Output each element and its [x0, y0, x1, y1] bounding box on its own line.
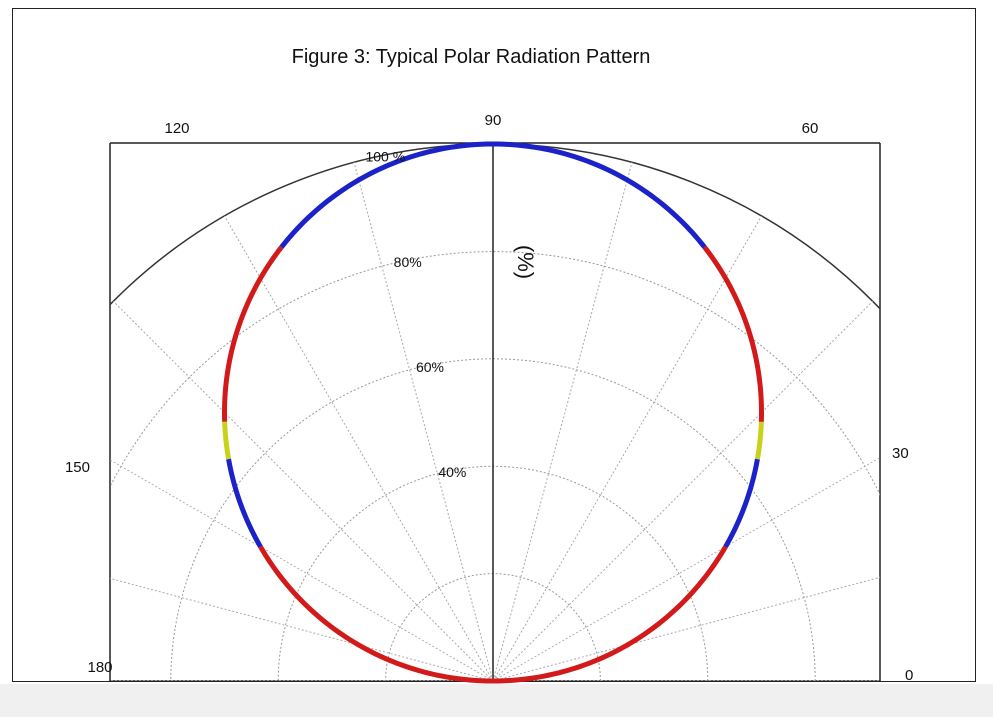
grid-spoke-135: [112, 300, 494, 681]
angle-tick-label-30: 30: [892, 445, 909, 462]
grid-spoke-15: [492, 576, 880, 681]
grid-ring-100: [110, 143, 880, 310]
angle-tick-label-90: 90: [485, 112, 502, 129]
radial-tick-label-40: 40%: [438, 464, 466, 480]
radial-tick-label-100: 100 %: [365, 149, 405, 165]
grid-spoke-60: [492, 215, 762, 681]
angle-tick-label-0: 0: [905, 667, 913, 684]
radial-tick-label-80: 80%: [394, 254, 422, 270]
angle-tick-label-180: 180: [87, 659, 112, 676]
tick-labels: 0 30 60 90 120 150 180 40% 60% 80% 100 %: [65, 112, 913, 684]
angle-tick-label-120: 120: [164, 120, 189, 137]
pattern-segment-7: [226, 458, 263, 548]
figure-frame: [12, 8, 976, 682]
pattern-segment-5: [221, 245, 284, 422]
pattern-segment-4: [279, 141, 707, 249]
grid-spoke-105: [353, 162, 494, 681]
pattern-segment-1: [723, 458, 760, 548]
pattern-segment-0: [492, 545, 728, 684]
bottom-band: [0, 684, 993, 717]
pattern-segment-6: [222, 421, 232, 460]
grid-spoke-165: [110, 577, 494, 681]
grid-spoke-120: [224, 215, 494, 681]
angle-tick-label-150: 150: [65, 459, 90, 476]
radial-tick-label-60: 60%: [416, 359, 444, 375]
grid-ring-80: [110, 250, 880, 496]
grid-spoke-45: [492, 300, 874, 681]
pattern-segment-8: [258, 545, 494, 684]
pattern-segment-2: [754, 421, 764, 460]
polar-grid: [110, 143, 880, 681]
pattern-segment-3: [702, 245, 765, 422]
chart-title: Figure 3: Typical Polar Radiation Patter…: [292, 46, 651, 68]
grid-spoke-75: [492, 162, 633, 681]
radiation-pattern: [221, 141, 765, 684]
y-axis-label: (%): [513, 245, 538, 279]
angle-tick-label-60: 60: [802, 120, 819, 137]
